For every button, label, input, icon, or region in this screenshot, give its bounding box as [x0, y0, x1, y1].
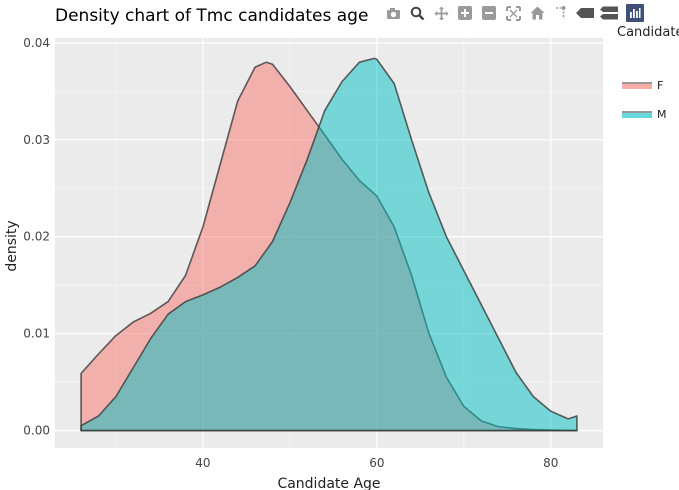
pan-icon[interactable] [430, 3, 452, 23]
camera-icon[interactable] [382, 3, 404, 23]
y-axis-label: density [4, 220, 20, 271]
axis-ticks: 0.00 0.01 0.02 0.03 0.04 40 60 80 [23, 36, 558, 470]
legend-swatch-f [622, 82, 652, 89]
zoom-icon[interactable] [406, 3, 428, 23]
y-tick-label: 0.01 [23, 327, 50, 341]
legend-title: Candidate [617, 25, 679, 40]
x-tick-label: 60 [369, 456, 384, 470]
spike-lines-icon[interactable] [550, 3, 572, 23]
hover-compare-icon[interactable] [598, 3, 620, 23]
hover-closest-icon[interactable] [574, 3, 596, 23]
y-tick-label: 0.00 [23, 424, 50, 438]
modebar [382, 2, 646, 24]
chart-title: Density chart of Tmc candidates age [55, 6, 369, 26]
legend-label-m: M [657, 108, 667, 121]
y-tick-label: 0.02 [23, 230, 50, 244]
legend-item-f[interactable]: F [622, 79, 663, 92]
zoom-in-icon[interactable] [454, 3, 476, 23]
zoom-out-icon[interactable] [478, 3, 500, 23]
x-tick-label: 40 [195, 456, 210, 470]
legend-swatch-m [622, 111, 652, 118]
legend-item-m[interactable]: M [622, 108, 667, 121]
y-tick-label: 0.03 [23, 133, 50, 147]
reset-axes-icon[interactable] [526, 3, 548, 23]
x-axis-label: Candidate Age [277, 476, 380, 490]
legend-label-f: F [657, 79, 664, 92]
y-tick-label: 0.04 [23, 36, 50, 50]
autoscale-icon[interactable] [502, 3, 524, 23]
x-tick-label: 80 [543, 456, 558, 470]
density-area-m [80, 57, 578, 432]
plotly-logo-icon[interactable] [626, 4, 644, 22]
density-areas [80, 57, 578, 432]
